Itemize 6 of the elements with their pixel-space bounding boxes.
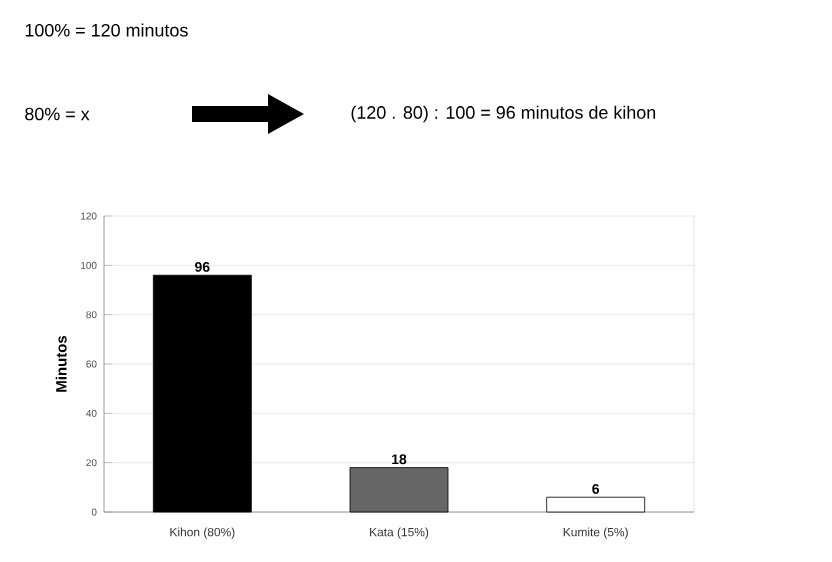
bar <box>546 496 646 513</box>
bar <box>152 274 252 513</box>
bar <box>349 467 449 513</box>
text: 80% = x <box>25 107 90 121</box>
text: 100% = 120 minutos <box>25 23 188 37</box>
text: (120 . 80) : 100 = 96 minutos de kihon <box>351 105 656 123</box>
